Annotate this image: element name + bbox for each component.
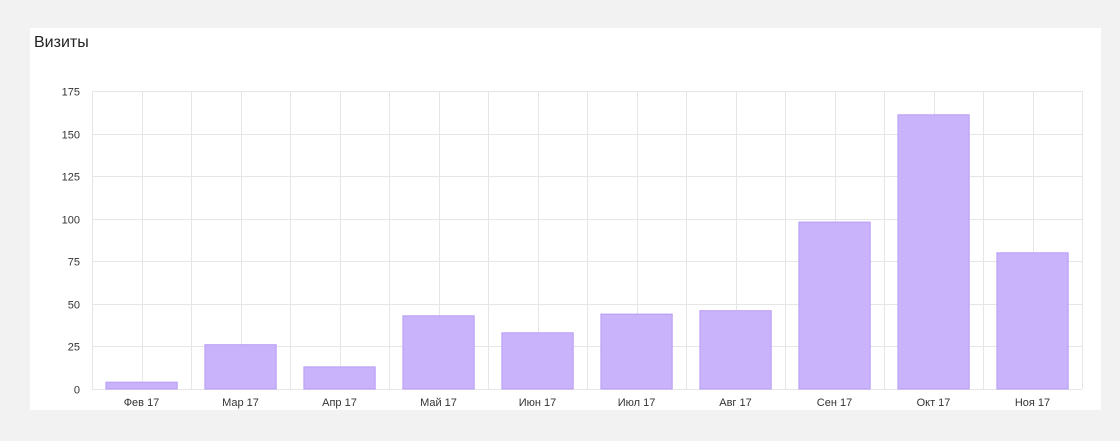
x-tick-label: Мар 17 xyxy=(222,397,259,409)
x-tick-label: Май 17 xyxy=(420,397,457,409)
bar-4[interactable] xyxy=(402,315,475,390)
y-tick-label: 100 xyxy=(62,215,80,227)
bar-7[interactable] xyxy=(699,310,772,390)
x-tick-label: Окт 17 xyxy=(917,397,951,409)
bar-1[interactable] xyxy=(105,381,178,390)
bar-10[interactable] xyxy=(996,252,1069,390)
bar-8[interactable] xyxy=(798,221,871,390)
bar-6[interactable] xyxy=(600,313,673,390)
y-tick-label: 125 xyxy=(62,172,80,184)
x-tick-label: Фев 17 xyxy=(124,397,160,409)
y-tick-label: 25 xyxy=(68,342,80,354)
visits-widget: Визиты 0 25 50 75 100 125 150 175 Фев 17 Мар 17 Ап… xyxy=(30,28,1101,410)
x-tick-label: Ноя 17 xyxy=(1015,397,1050,409)
x-tick-label: Июн 17 xyxy=(519,397,557,409)
x-tick-label: Авг 17 xyxy=(719,397,751,409)
y-tick-label: 75 xyxy=(68,257,80,269)
x-tick-label: Апр 17 xyxy=(322,397,357,409)
bar-5[interactable] xyxy=(501,332,574,390)
x-tick-label: Июл 17 xyxy=(618,397,656,409)
y-tick-label: 150 xyxy=(62,130,80,142)
y-tick-label: 175 xyxy=(62,87,80,99)
bar-9[interactable] xyxy=(897,114,970,390)
y-tick-label: 50 xyxy=(68,300,80,312)
visits-bar-chart: 0 25 50 75 100 125 150 175 Фев 17 Мар 17 Апр 17 Май… xyxy=(62,87,1083,409)
y-tick-label: 0 xyxy=(74,385,80,397)
bar-3[interactable] xyxy=(303,366,376,390)
widget-title: Визиты xyxy=(34,34,89,51)
bar-2[interactable] xyxy=(204,344,277,390)
x-tick-label: Сен 17 xyxy=(817,397,852,409)
